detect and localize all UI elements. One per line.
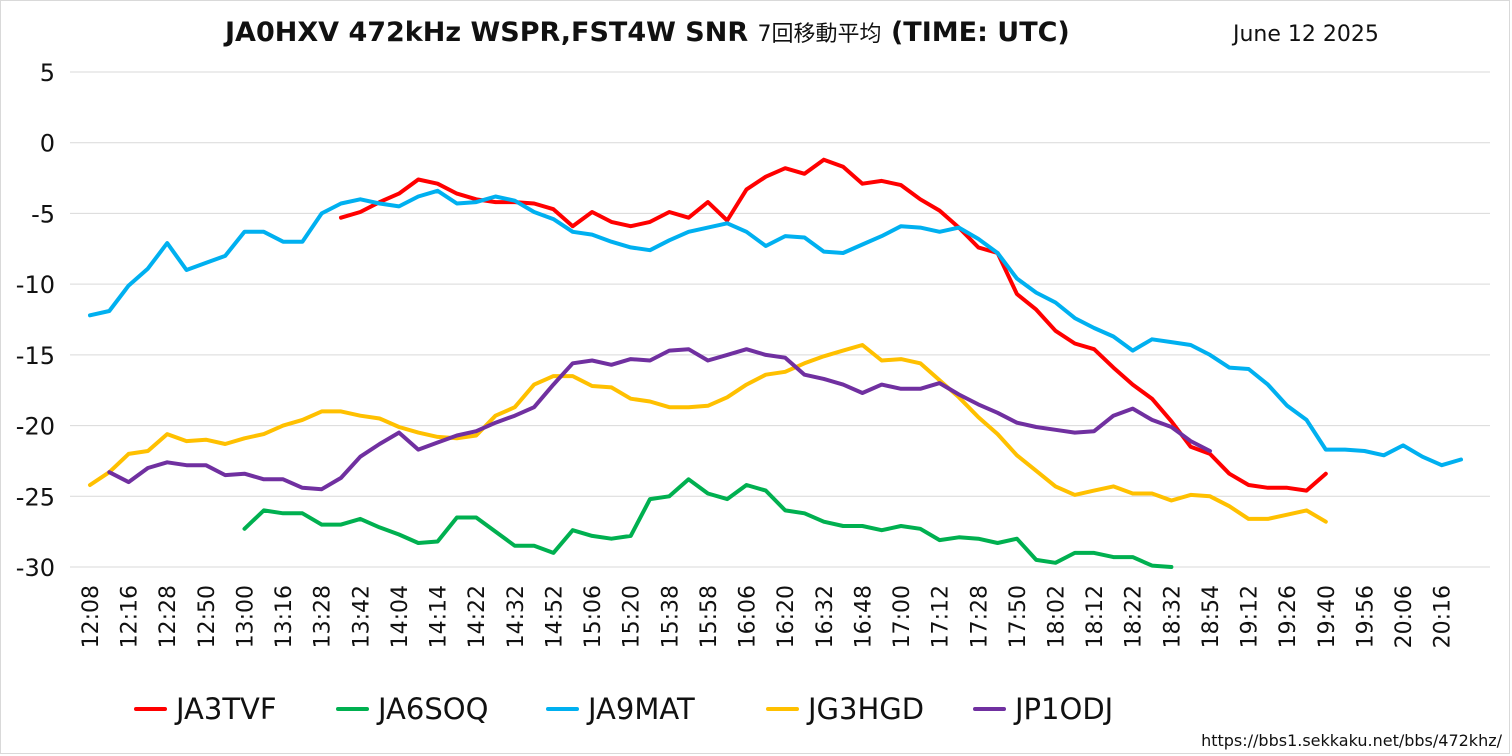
x-tick-label: 14:04 (388, 585, 413, 648)
x-tick-label: 18:22 (1122, 585, 1147, 648)
y-tick-label: 5 (40, 59, 55, 87)
x-tick-label: 15:58 (697, 585, 722, 648)
series-lines (88, 157, 1463, 569)
x-tick-label: 16:20 (774, 585, 799, 648)
x-tick-label: 14:32 (504, 585, 529, 648)
x-tick-label: 15:20 (620, 585, 645, 648)
legend-label: JA6SOQ (376, 692, 488, 726)
chart-header: JA0HXV 472kHz WSPR,FST4W SNR 7回移動平均 (TIM… (0, 14, 1512, 54)
series-line-ja6soq (242, 477, 1174, 569)
y-tick-label: -10 (16, 271, 55, 299)
x-tick-label: 20:06 (1392, 585, 1417, 648)
x-tick-label: 19:56 (1353, 585, 1378, 648)
legend: JA3TVF JA6SOQ JA9MAT JG3HGD JP1ODJ (134, 692, 1113, 726)
x-tick-label: 14:22 (465, 585, 490, 648)
series-line-ja9mat (88, 188, 1463, 468)
x-tick-label: 19:12 (1238, 585, 1263, 648)
x-tick-label: 16:32 (813, 585, 838, 648)
chart-title-tail: (TIME: UTC) (890, 17, 1070, 48)
chart-date: June 12 2025 (1233, 22, 1379, 47)
x-tick-label: 13:42 (349, 585, 374, 648)
legend-label: JP1ODJ (1013, 692, 1113, 726)
x-tick-label: 18:32 (1160, 585, 1185, 648)
x-tick-label: 17:28 (967, 585, 992, 648)
x-tick-label: 16:48 (851, 585, 876, 648)
series-line-ja3tvf (339, 157, 1328, 493)
y-tick-label: -25 (16, 483, 55, 511)
y-tick-label: -15 (16, 342, 55, 370)
y-axis-ticks: 5 0 -5 -10 -15 -20 -25 -30 (16, 59, 55, 582)
x-tick-label: 16:06 (736, 585, 761, 648)
x-tick-label: 12:50 (195, 585, 220, 648)
x-tick-label: 17:12 (929, 585, 954, 648)
x-tick-label: 13:16 (272, 585, 297, 648)
chart-title-sub: 7回移動平均 (757, 22, 882, 47)
x-axis: 12:08 12:16 12:28 12:50 13:00 13:16 13:28 13:42… (70, 566, 1490, 648)
x-tick-label: 13:28 (311, 585, 336, 648)
y-tick-label: -20 (16, 413, 55, 441)
series-line-jg3hgd (88, 343, 1328, 524)
x-tick-label: 17:50 (1006, 585, 1031, 648)
x-tick-label: 12:16 (118, 585, 143, 648)
y-tick-label: -5 (31, 200, 55, 228)
x-tick-label: 18:12 (1083, 585, 1108, 648)
chart-title-main: JA0HXV 472kHz WSPR,FST4W SNR (225, 17, 749, 48)
x-tick-label: 20:16 (1431, 585, 1456, 648)
x-tick-label: 13:00 (233, 585, 258, 648)
chart-title: JA0HXV 472kHz WSPR,FST4W SNR 7回移動平均 (TIM… (225, 16, 1070, 48)
x-tick-label: 14:52 (542, 585, 567, 648)
x-tick-label: 14:14 (427, 585, 452, 648)
x-tick-label: 18:02 (1044, 585, 1069, 648)
source-url: https://bbs1.sekkaku.net/bbs/472khz/ (1201, 731, 1502, 750)
legend-label: JG3HGD (806, 692, 924, 726)
legend-label: JA3TVF (174, 692, 277, 726)
x-tick-label: 18:54 (1199, 585, 1224, 648)
x-tick-label: 12:28 (156, 585, 181, 648)
x-tick-label: 19:40 (1315, 585, 1340, 648)
y-tick-label: -30 (16, 554, 55, 582)
x-tick-label: 15:38 (658, 585, 683, 648)
y-tick-label: 0 (40, 130, 55, 158)
legend-label: JA9MAT (586, 692, 695, 726)
x-tick-label: 19:26 (1276, 585, 1301, 648)
x-tick-label: 15:06 (581, 585, 606, 648)
x-tick-label: 12:08 (79, 585, 104, 648)
gridlines (70, 71, 1490, 497)
series-line-jp1odj (107, 347, 1212, 492)
x-tick-label: 17:00 (890, 585, 915, 648)
